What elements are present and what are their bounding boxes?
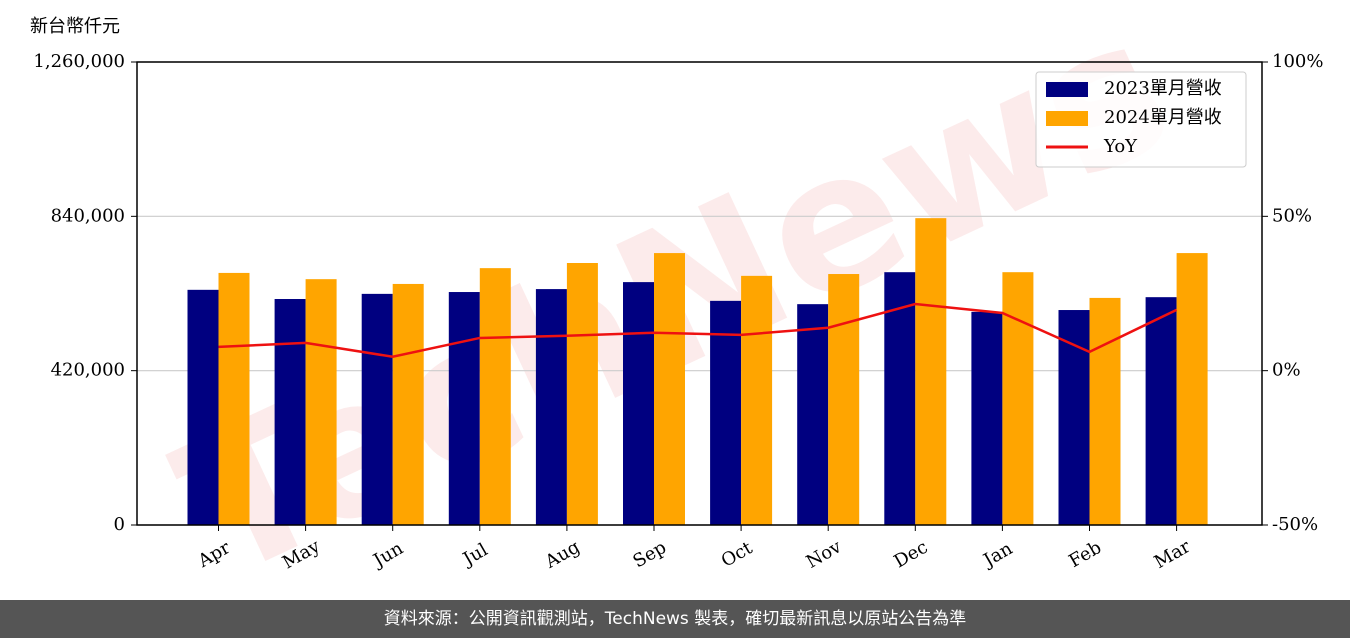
bar <box>361 293 393 525</box>
y2-tick-label: 50% <box>1272 205 1312 226</box>
footer: 資料來源：公開資訊觀測站，TechNews 製表，確切最新訊息以原站公告為準 <box>0 600 1350 638</box>
bar <box>971 311 1003 525</box>
bar <box>392 283 424 525</box>
x-tick-label: Feb <box>1065 537 1105 572</box>
legend-box <box>1035 71 1247 168</box>
bar <box>218 272 250 525</box>
legend: 2023單月營收 2024單月營收 YoY <box>1035 71 1247 168</box>
y-tick-label: 420,000 <box>51 360 125 381</box>
x-tick-label: Jan <box>978 538 1016 572</box>
bar <box>305 279 337 525</box>
y2-tick-label: 100% <box>1272 51 1323 72</box>
bar <box>623 282 654 525</box>
legend-label: 2023單月營收 <box>1104 78 1222 99</box>
bar <box>710 300 742 525</box>
x-tick-label: Aug <box>541 536 584 573</box>
y-tick-label: 840,000 <box>51 205 125 226</box>
line <box>218 302 1178 359</box>
y-tick-label: 0 <box>114 514 125 535</box>
plot-frame <box>136 61 1263 526</box>
bar <box>797 304 829 525</box>
bar <box>915 218 947 525</box>
y2-tick-label: -50% <box>1272 514 1318 535</box>
bar <box>654 253 685 526</box>
bar <box>274 299 306 525</box>
x-tick-label: Oct <box>718 537 757 572</box>
y-tick-label: 1,260,000 <box>33 51 125 72</box>
bar <box>741 275 773 525</box>
bar <box>1089 297 1121 525</box>
bar <box>448 292 480 525</box>
bar <box>1176 253 1208 526</box>
x-tick-label: Mar <box>1151 536 1195 573</box>
y2-tick-label: 0% <box>1272 360 1301 381</box>
bar <box>479 268 511 525</box>
bar <box>187 289 219 525</box>
x-tick-label: Nov <box>803 536 846 573</box>
bar <box>1058 310 1090 525</box>
x-tick-label: Jul <box>458 539 492 571</box>
chart: 新台幣仟元 TechNews 0420,000840,0001,260,000-… <box>30 0 1323 600</box>
bar <box>535 289 567 525</box>
legend-label: 2024單月營收 <box>1104 107 1222 128</box>
bar <box>1145 297 1177 525</box>
bar <box>566 263 598 525</box>
bar <box>828 274 860 525</box>
legend-swatch <box>1046 111 1088 126</box>
legend-label: YoY <box>1103 136 1138 157</box>
x-tick-label: Dec <box>891 537 932 573</box>
bar <box>1002 272 1034 525</box>
legend-swatch <box>1046 82 1088 97</box>
x-tick-label: Sep <box>630 537 670 572</box>
bar <box>884 272 916 525</box>
y-axis-label: 新台幣仟元 <box>30 16 120 37</box>
